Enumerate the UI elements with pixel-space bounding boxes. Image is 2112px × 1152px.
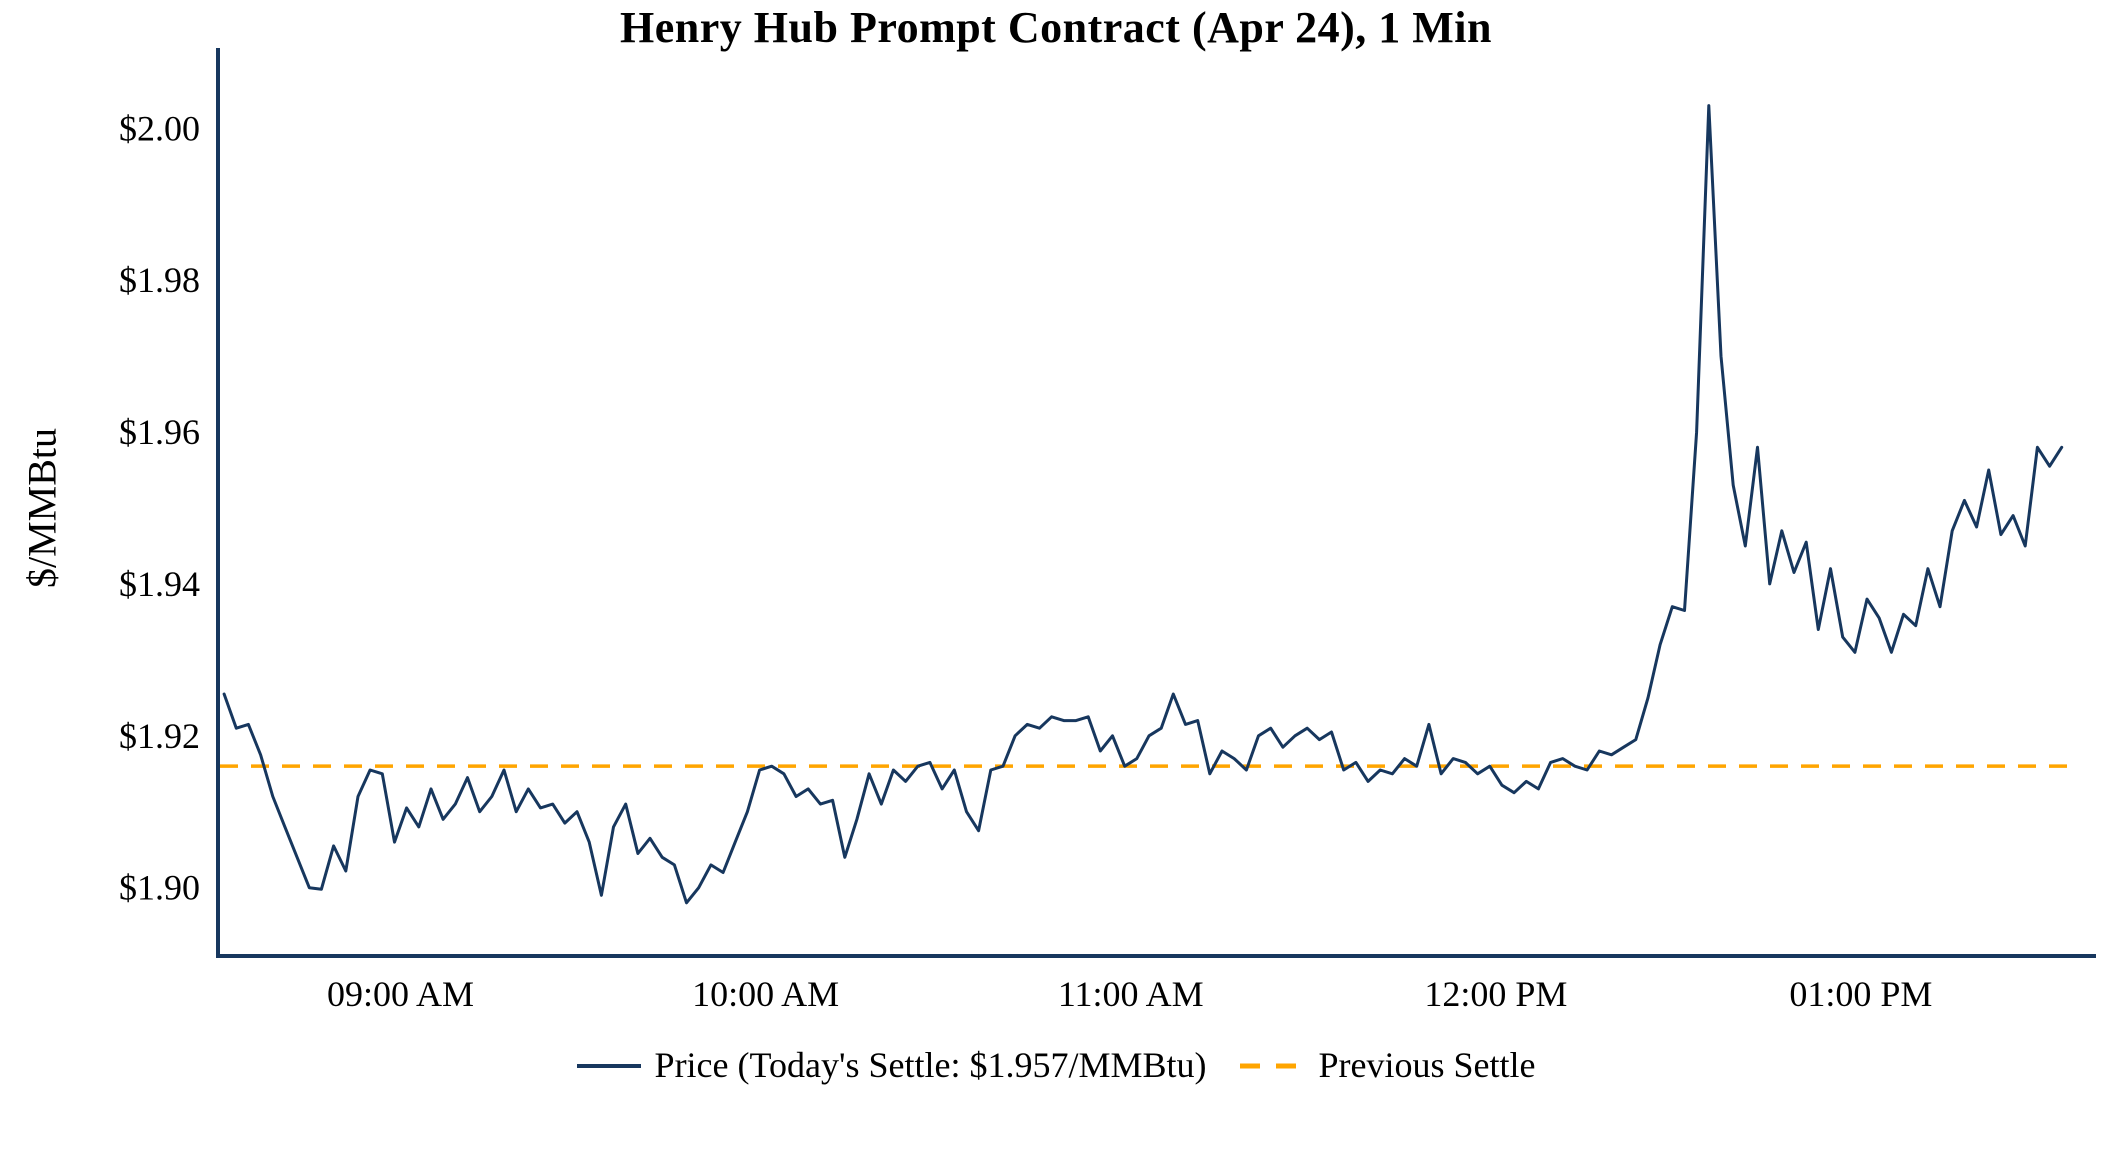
plot-area: $1.90 $1.92 $1.94 $1.96 $1.98 $2.00 09:00 AM 10… — [119, 48, 2096, 1014]
price-line-swatch-icon — [576, 1059, 641, 1071]
y-tick-label: $1.94 — [119, 564, 200, 604]
y-tick-label: $1.92 — [119, 716, 200, 756]
y-tick-label: $2.00 — [119, 108, 200, 148]
chart-title: Henry Hub Prompt Contract (Apr 24), 1 Mi… — [620, 3, 1492, 52]
x-tick-label: 12:00 PM — [1424, 974, 1567, 1014]
x-tick-label: 10:00 AM — [692, 974, 839, 1014]
legend: Price (Today's Settle: $1.957/MMBtu) Pre… — [0, 1044, 2112, 1086]
legend-prev-settle-label: Previous Settle — [1318, 1045, 1536, 1085]
y-tick-label: $1.90 — [119, 868, 200, 908]
x-tick-label: 01:00 PM — [1789, 974, 1932, 1014]
y-tick-label: $1.96 — [119, 412, 200, 452]
y-tick-label: $1.98 — [119, 260, 200, 300]
x-tick-label: 09:00 AM — [327, 974, 474, 1014]
legend-prev-settle-entry: Previous Settle — [1240, 1044, 1535, 1086]
price-line — [222, 104, 2064, 905]
legend-price-label: Price (Today's Settle: $1.957/MMBtu) — [654, 1045, 1207, 1085]
legend-price-entry: Price (Today's Settle: $1.957/MMBtu) — [576, 1044, 1207, 1086]
x-tick-label: 11:00 AM — [1058, 974, 1204, 1014]
previous-settle-swatch-icon — [1240, 1059, 1305, 1071]
